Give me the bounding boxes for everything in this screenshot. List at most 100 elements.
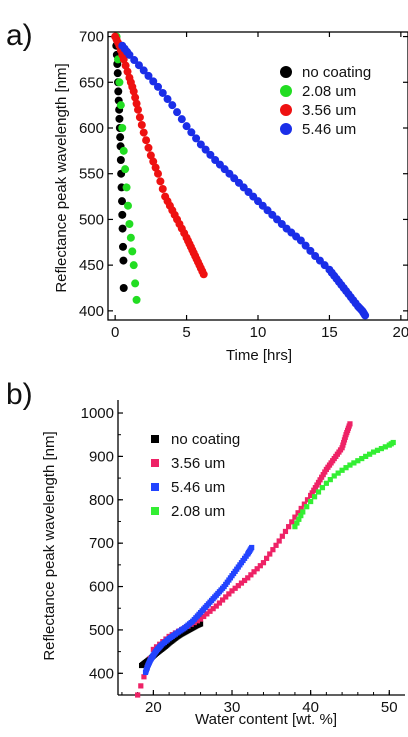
data-point: [113, 69, 122, 78]
data-point: [370, 449, 377, 455]
data-point: [295, 510, 301, 516]
legend-marker: [151, 435, 159, 443]
data-point: [158, 184, 167, 193]
data-point: [201, 613, 207, 620]
data-point: [340, 442, 346, 448]
legend-label: 3.56 um: [302, 102, 356, 119]
data-point: [296, 516, 302, 522]
data-point: [361, 311, 370, 320]
data-point: [273, 542, 279, 548]
data-point: [151, 163, 160, 172]
data-point: [177, 115, 186, 124]
data-point: [294, 520, 300, 526]
data-point: [118, 210, 127, 219]
data-point: [312, 485, 318, 491]
data-point: [304, 504, 310, 510]
legend-label: no coating: [171, 431, 240, 448]
data-point: [192, 134, 201, 143]
series-group-b: [135, 421, 396, 698]
data-point: [298, 513, 304, 519]
data-point: [138, 683, 144, 689]
data-point: [229, 588, 235, 594]
y-tick-label: 600: [89, 579, 114, 596]
data-point: [131, 93, 140, 102]
panel-label-b: b): [6, 378, 33, 411]
data-point: [327, 477, 333, 483]
data-point: [197, 616, 204, 622]
data-point: [116, 133, 125, 142]
data-point: [292, 524, 298, 530]
data-point: [355, 458, 361, 464]
data-point: [114, 87, 123, 96]
panel-label-a: a): [6, 19, 33, 52]
data-point: [319, 485, 326, 491]
legend-marker: [280, 85, 292, 97]
x-axis-label-b: Water content [wt. %]: [195, 711, 337, 728]
data-point: [118, 124, 127, 132]
data-point: [137, 120, 146, 129]
data-point: [139, 128, 148, 137]
legend-a: no coating 2.08 um 3.56 um 5.46 um: [280, 64, 371, 138]
legend-marker: [151, 459, 159, 467]
data-point: [267, 551, 273, 557]
data-point: [142, 136, 151, 145]
data-point: [254, 566, 260, 572]
data-point: [320, 472, 326, 478]
x-tick-label: 20: [393, 324, 408, 341]
x-axis-label-a: Time [hrs]: [226, 347, 292, 364]
data-point: [207, 608, 213, 614]
data-point: [132, 295, 141, 304]
data-point: [128, 247, 137, 256]
y-tick-label: 500: [89, 622, 114, 639]
y-tick-label: 800: [89, 492, 114, 509]
data-point: [199, 270, 208, 279]
y-tick-label: 1000: [81, 405, 114, 422]
x-tick-label: 50: [381, 699, 398, 716]
data-point: [306, 246, 315, 255]
y-tick-label: 400: [79, 303, 104, 320]
x-tick-label: 30: [224, 699, 241, 716]
data-point: [300, 509, 306, 515]
data-point: [144, 143, 153, 152]
y-tick-label: 500: [79, 211, 104, 228]
x-tick-label: 20: [145, 699, 162, 716]
data-point: [119, 55, 128, 64]
data-point: [308, 498, 314, 505]
data-point: [135, 692, 141, 698]
data-point: [187, 128, 196, 137]
data-point: [115, 114, 124, 123]
data-point: [308, 492, 314, 499]
legend-label: 2.08 um: [171, 503, 225, 520]
series-5-46-um: [142, 544, 255, 676]
legend-marker: [151, 507, 159, 515]
data-point: [123, 67, 132, 76]
data-point: [134, 105, 142, 114]
data-point: [154, 82, 162, 91]
data-point: [115, 78, 124, 87]
data-point: [351, 460, 357, 466]
series-2-08-um: [292, 439, 396, 530]
data-point: [116, 101, 125, 110]
data-point: [342, 434, 348, 440]
data-point: [135, 113, 144, 122]
legend-label: no coating: [302, 64, 371, 81]
data-point: [118, 224, 127, 233]
axes-b: 20 30 40 50 400 500 600 700 800 900 1000: [81, 400, 405, 716]
data-point: [118, 197, 126, 206]
data-point: [248, 572, 254, 578]
data-point: [382, 444, 388, 450]
data-point: [121, 61, 130, 70]
data-point: [245, 575, 251, 581]
data-point: [378, 445, 385, 452]
data-point: [146, 151, 155, 160]
series-group-a: [111, 32, 370, 320]
data-point: [335, 470, 341, 476]
data-point: [121, 165, 130, 174]
x-tick-label: 0: [111, 324, 119, 341]
data-point: [249, 544, 255, 551]
y-tick-label: 650: [79, 74, 104, 91]
x-tick-label: 5: [182, 324, 190, 341]
data-point: [251, 569, 257, 575]
data-point: [204, 611, 210, 617]
data-point: [119, 242, 127, 251]
